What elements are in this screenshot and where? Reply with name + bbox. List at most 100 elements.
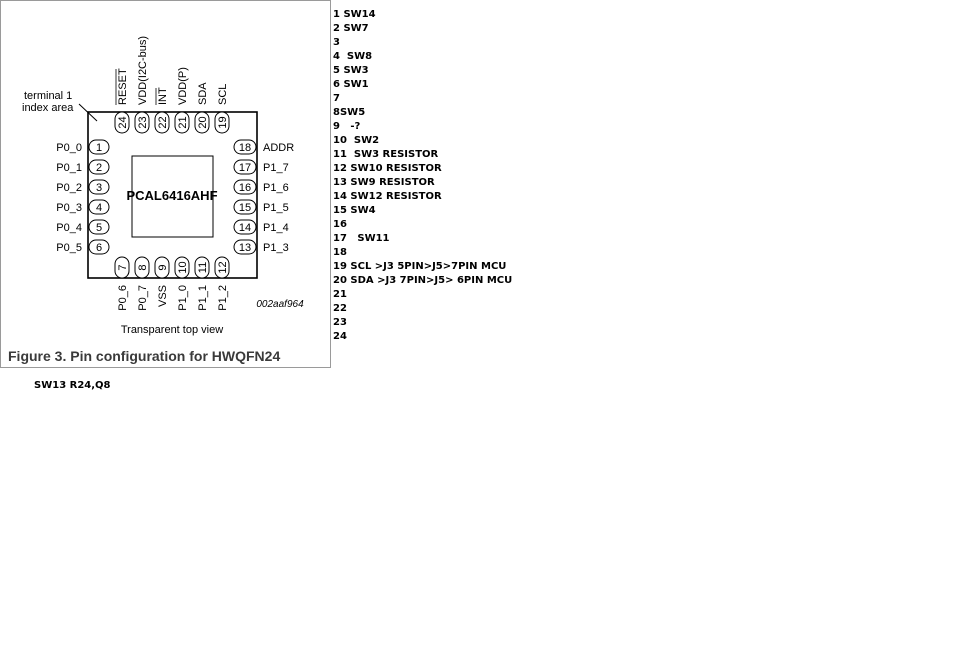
- pin-label: P0_6: [117, 285, 129, 311]
- pin-pad: [233, 179, 257, 195]
- top-pins: 24 RESET 23 VDD(I2C-bus) 22 INT 21 VDD(P) 20 SDA 1…: [114, 36, 230, 134]
- pin-label: P1_0: [177, 285, 189, 311]
- pin-number: 24: [117, 116, 129, 128]
- figure-border: [0, 0, 331, 368]
- pin-note: 17 SW11: [333, 233, 390, 244]
- right-pins: 18 ADDR 17 P1_7 16 P1_6 15 P1_5 14 P1_4 13 P1_3: [233, 139, 294, 255]
- bottom-pins: 7 P0_6 8 P0_7 9 VSS 10 P1_0 11 P1_1 12 P1_2: [114, 256, 230, 311]
- pin-number: 8: [137, 264, 149, 270]
- pin-label: VDD(I2C-bus): [137, 36, 149, 105]
- pin-label: P1_5: [263, 202, 289, 214]
- pin-number: 13: [239, 242, 251, 254]
- pin-label: P1_2: [217, 285, 229, 311]
- pin-pad: [194, 111, 210, 134]
- pin-pad: [233, 219, 257, 235]
- package-outline: [87, 111, 258, 279]
- view-label: Transparent top view: [121, 324, 223, 336]
- pin-pad: [154, 256, 170, 279]
- pin-note: 7: [333, 93, 340, 104]
- pin-pad: [134, 256, 150, 279]
- pin-label: SDA: [197, 82, 209, 105]
- index-area-label-line1: terminal 1: [24, 90, 72, 102]
- pin-number: 3: [96, 182, 102, 194]
- pin-note: 21: [333, 289, 347, 300]
- pin-note: 20 SDA >J3 7PIN>J5> 6PIN MCU: [333, 275, 513, 286]
- pin-pad: [174, 256, 190, 279]
- pin-note: 14 SW12 RESISTOR: [333, 191, 442, 202]
- pin-pad: [194, 256, 210, 279]
- figure-caption: Figure 3. Pin configuration for HWQFN24: [8, 348, 280, 364]
- pin-number: 11: [197, 262, 209, 273]
- pin-label: P1_6: [263, 182, 289, 194]
- pin-pad: [88, 239, 110, 255]
- pin-label: P1_4: [263, 222, 289, 234]
- pin-label: RESET: [117, 68, 129, 105]
- pin-configuration-figure: PCAL6416AHF terminal 1 index area 1 P0_0 2…: [0, 0, 331, 368]
- exposed-pad: [131, 155, 214, 238]
- pin-note: 9 -?: [333, 121, 361, 132]
- pin-number: 18: [239, 142, 251, 154]
- pin-note: 4 SW8: [333, 51, 373, 62]
- pin-notes-list: 1 SW14 2 SW7 3 4 SW8 5 SW3 6 SW1 7 8SW5 9 -? 10 S…: [333, 8, 512, 344]
- pin-number: 20: [197, 116, 209, 128]
- pin-pad: [174, 111, 190, 134]
- figure-code: 002aaf964: [256, 299, 304, 310]
- pin-pad: [88, 219, 110, 235]
- pin-number: 10: [177, 261, 189, 273]
- pin-note: 5 SW3: [333, 65, 369, 76]
- pin-number: 12: [217, 261, 229, 273]
- pin-pad: [134, 111, 150, 134]
- pin-pad: [214, 111, 230, 134]
- pin-pad: [233, 159, 257, 175]
- pin-label: P0_7: [137, 285, 149, 311]
- pin-note: 10 SW2: [333, 135, 380, 146]
- pin-label: P0_4: [56, 222, 82, 234]
- pin-note: 12 SW10 RESISTOR: [333, 163, 442, 174]
- pin-note: 18: [333, 247, 347, 258]
- pin-pad: [114, 256, 130, 279]
- pin-number: 22: [157, 116, 169, 128]
- pin-note: 16: [333, 219, 347, 230]
- pin-number: 23: [137, 116, 149, 128]
- pin-number: 4: [96, 202, 102, 214]
- pin-pad: [154, 111, 170, 134]
- pin-note: 11 SW3 RESISTOR: [333, 149, 439, 160]
- pin-note: 15 SW4: [333, 205, 376, 216]
- pin-diagram: PCAL6416AHF terminal 1 index area 1 P0_0 2…: [0, 0, 331, 368]
- pin-pad: [233, 139, 257, 155]
- pin-pad: [114, 111, 130, 134]
- left-pins: 1 P0_0 2 P0_1 3 P0_2 4 P0_3 5 P0_4 6 P0_5: [56, 139, 110, 255]
- pin-number: 16: [239, 182, 251, 194]
- pin-number: 17: [239, 162, 251, 174]
- pin-label: P0_0: [56, 142, 82, 154]
- pin-number: 15: [239, 202, 251, 214]
- pin-note: 3: [333, 37, 340, 48]
- pin-number: 19: [217, 116, 229, 128]
- pin-number: 14: [239, 222, 251, 234]
- pin-pad: [233, 239, 257, 255]
- pin-note: 24: [333, 331, 347, 342]
- pin-number: 2: [96, 162, 102, 174]
- pin-label: P0_5: [56, 242, 82, 254]
- pin-label: VSS: [157, 285, 169, 307]
- pin-label: SCL: [217, 84, 229, 105]
- pin-note: 8SW5: [333, 107, 366, 118]
- pin-label: P0_3: [56, 202, 82, 214]
- pin-number: 9: [157, 264, 169, 270]
- pin-note: 22: [333, 303, 347, 314]
- pin-pad: [233, 199, 257, 215]
- index-area-label-line2: index area: [22, 102, 74, 114]
- chip-name: PCAL6416AHF: [126, 188, 217, 203]
- pin-label: ADDR: [263, 142, 294, 154]
- pin-pad: [88, 179, 110, 195]
- pin-note: 19 SCL >J3 5PIN>J5>7PIN MCU: [333, 261, 507, 272]
- pin-number: 7: [117, 264, 129, 270]
- pin-pad: [88, 159, 110, 175]
- pin-pad: [88, 199, 110, 215]
- pin-number: 1: [96, 142, 102, 154]
- pin-note: 2 SW7: [333, 23, 369, 34]
- pin-note: 6 SW1: [333, 79, 369, 90]
- pin-pad: [88, 139, 110, 155]
- footnote-text: SW13 R24,Q8: [34, 380, 111, 391]
- pin-label: P1_7: [263, 162, 289, 174]
